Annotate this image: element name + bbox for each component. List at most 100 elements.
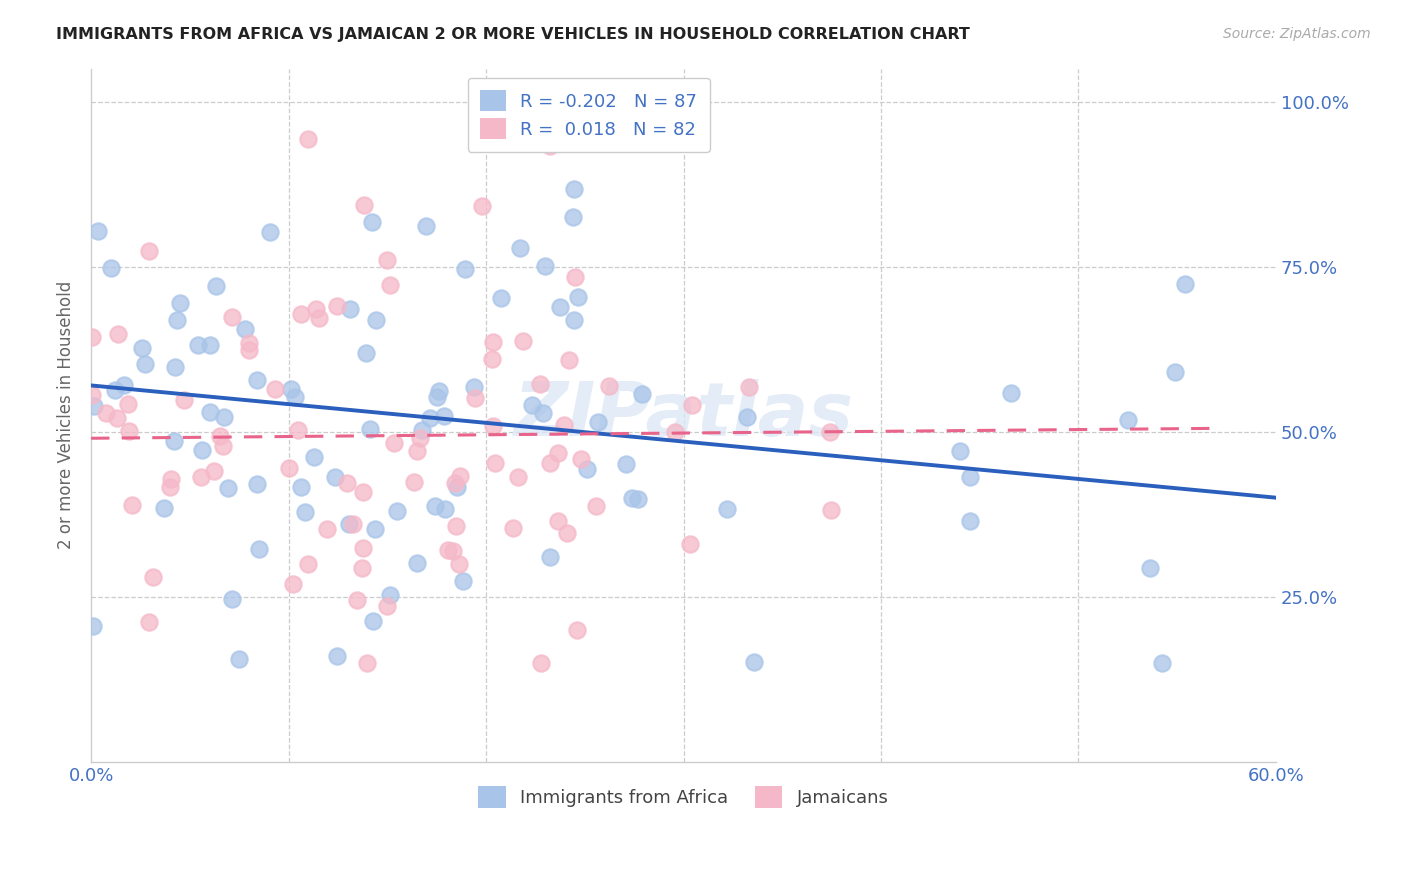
- Point: [482, 418, 505, 433]
- Point: [463, 380, 485, 394]
- Point: [290, 480, 312, 494]
- Text: IMMIGRANTS FROM AFRICA VS JAMAICAN 2 OR MORE VEHICLES IN HOUSEHOLD CORRELATION C: IMMIGRANTS FROM AFRICA VS JAMAICAN 2 OR …: [56, 27, 970, 42]
- Text: ZIPatlas: ZIPatlas: [513, 378, 853, 451]
- Point: [166, 313, 188, 327]
- Point: [534, 259, 557, 273]
- Point: [564, 270, 586, 285]
- Point: [323, 470, 346, 484]
- Point: [169, 296, 191, 310]
- Point: [561, 210, 583, 224]
- Point: [427, 384, 450, 398]
- Point: [538, 456, 561, 470]
- Point: [451, 574, 474, 589]
- Point: [138, 615, 160, 629]
- Point: [627, 491, 650, 506]
- Point: [446, 480, 468, 494]
- Point: [569, 451, 592, 466]
- Point: [190, 469, 212, 483]
- Point: [80, 330, 103, 344]
- Point: [562, 313, 585, 327]
- Point: [481, 352, 503, 367]
- Point: [204, 278, 226, 293]
- Point: [520, 399, 543, 413]
- Point: [380, 588, 402, 602]
- Point: [621, 491, 644, 506]
- Point: [737, 410, 759, 425]
- Point: [83, 399, 105, 413]
- Point: [163, 434, 186, 448]
- Point: [131, 341, 153, 355]
- Text: Source: ZipAtlas.com: Source: ZipAtlas.com: [1223, 27, 1371, 41]
- Point: [531, 406, 554, 420]
- Point: [287, 423, 309, 437]
- Point: [959, 470, 981, 484]
- Point: [557, 352, 579, 367]
- Point: [326, 299, 349, 313]
- Point: [614, 458, 637, 472]
- Point: [297, 557, 319, 571]
- Point: [678, 536, 700, 550]
- Point: [664, 425, 686, 439]
- Point: [405, 444, 427, 458]
- Point: [419, 410, 441, 425]
- Point: [100, 261, 122, 276]
- Point: [173, 393, 195, 408]
- Point: [502, 520, 524, 534]
- Point: [433, 409, 456, 424]
- Point: [538, 139, 561, 153]
- Point: [491, 291, 513, 305]
- Point: [382, 435, 405, 450]
- Point: [246, 373, 269, 387]
- Point: [564, 182, 586, 196]
- Point: [471, 199, 494, 213]
- Point: [449, 469, 471, 483]
- Point: [352, 541, 374, 555]
- Point: [375, 599, 398, 613]
- Point: [409, 431, 432, 445]
- Point: [209, 429, 232, 443]
- Point: [82, 619, 104, 633]
- Point: [346, 593, 368, 607]
- Point: [117, 397, 139, 411]
- Point: [238, 343, 260, 357]
- Point: [716, 501, 738, 516]
- Point: [121, 498, 143, 512]
- Point: [104, 383, 127, 397]
- Point: [233, 322, 256, 336]
- Point: [548, 300, 571, 314]
- Point: [94, 406, 117, 420]
- Point: [364, 312, 387, 326]
- Point: [359, 422, 381, 436]
- Point: [509, 241, 531, 255]
- Point: [212, 409, 235, 424]
- Point: [547, 446, 569, 460]
- Point: [742, 655, 765, 669]
- Point: [555, 526, 578, 541]
- Point: [186, 338, 208, 352]
- Point: [316, 522, 339, 536]
- Point: [567, 623, 589, 637]
- Point: [200, 337, 222, 351]
- Point: [588, 415, 610, 429]
- Point: [385, 504, 408, 518]
- Point: [444, 519, 467, 533]
- Point: [361, 215, 384, 229]
- Point: [160, 472, 183, 486]
- Point: [221, 592, 243, 607]
- Point: [519, 98, 541, 112]
- Point: [107, 326, 129, 341]
- Point: [308, 310, 330, 325]
- Point: [217, 481, 239, 495]
- Point: [246, 477, 269, 491]
- Point: [436, 543, 458, 558]
- Point: [482, 334, 505, 349]
- Point: [339, 301, 361, 316]
- Point: [191, 442, 214, 457]
- Point: [326, 649, 349, 664]
- Point: [86, 224, 108, 238]
- Point: [415, 219, 437, 234]
- Point: [681, 398, 703, 412]
- Point: [820, 503, 842, 517]
- Point: [538, 550, 561, 565]
- Point: [454, 262, 477, 277]
